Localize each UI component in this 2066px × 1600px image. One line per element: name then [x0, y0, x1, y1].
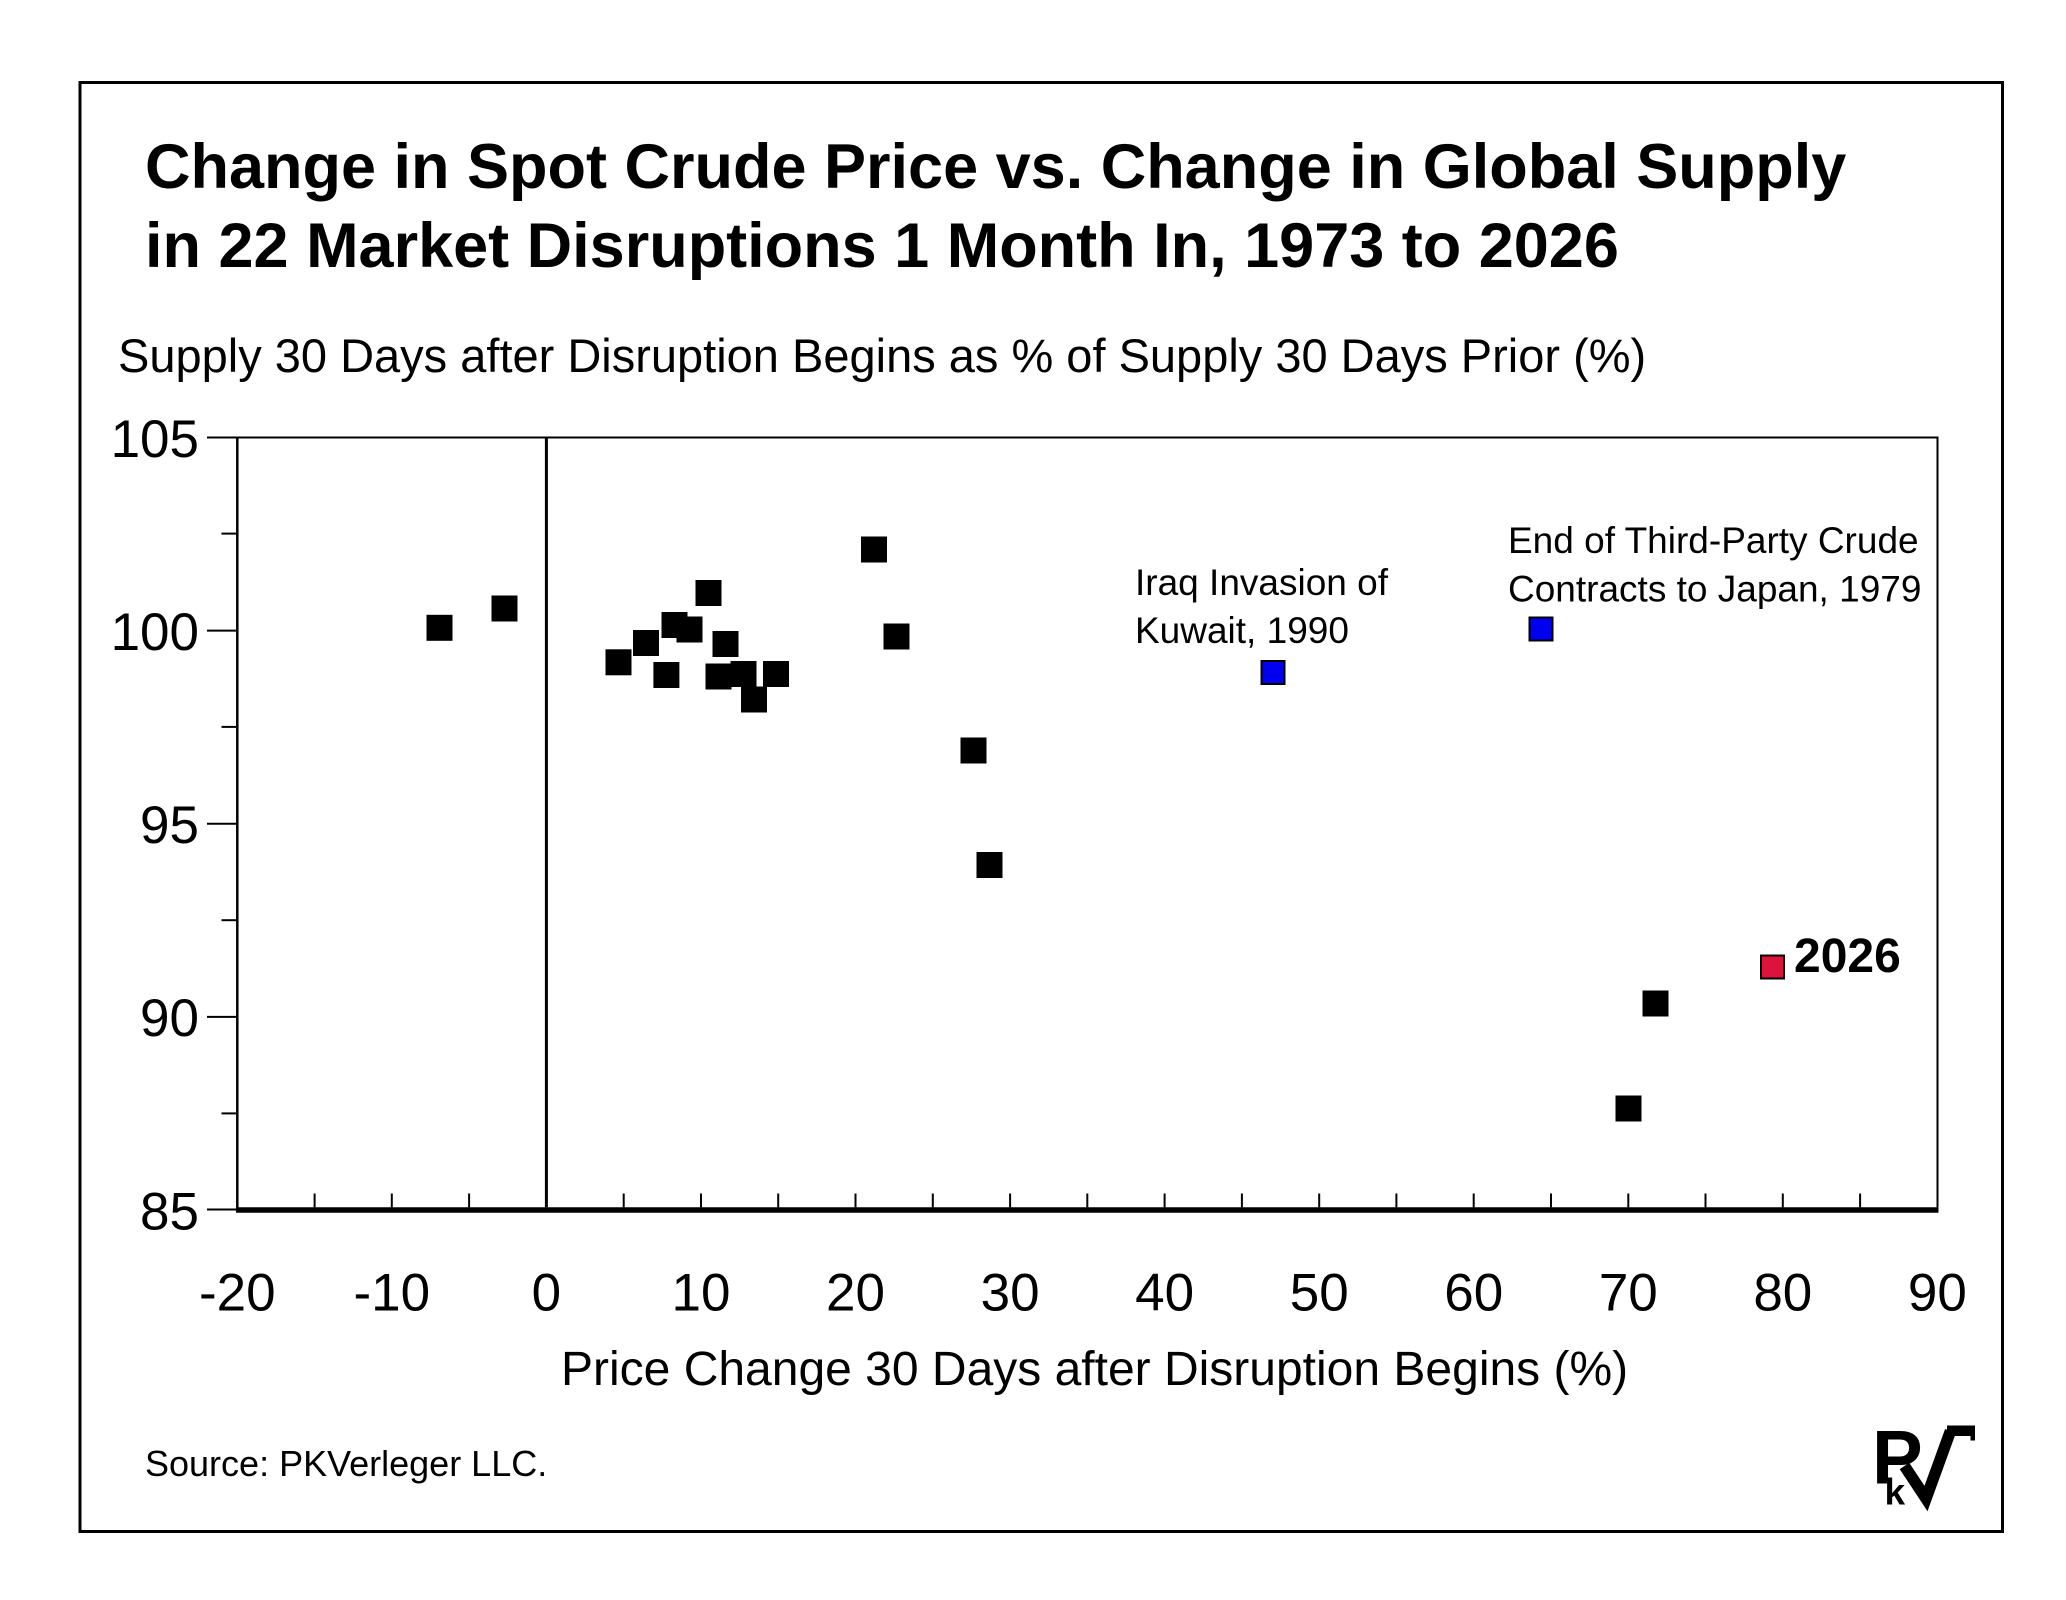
- svg-text:10: 10: [672, 1264, 731, 1323]
- svg-text:Change in Spot Crude Price vs.: Change in Spot Crude Price vs. Change in…: [145, 132, 1846, 202]
- svg-text:End of Third-Party Crude: End of Third-Party Crude: [1508, 520, 1919, 561]
- svg-text:95: 95: [140, 796, 199, 855]
- svg-text:Price Change 30 Days after Dis: Price Change 30 Days after Disruption Be…: [561, 1343, 1628, 1396]
- svg-text:0: 0: [532, 1264, 561, 1323]
- svg-text:85: 85: [140, 1182, 199, 1241]
- svg-text:k: k: [1885, 1472, 1906, 1513]
- svg-text:Contracts to Japan, 1979: Contracts to Japan, 1979: [1508, 569, 1921, 610]
- svg-text:100: 100: [111, 603, 199, 662]
- svg-text:80: 80: [1753, 1264, 1812, 1323]
- svg-text:Supply 30 Days after Disruptio: Supply 30 Days after Disruption Begins a…: [118, 329, 1646, 382]
- svg-text:90: 90: [140, 989, 199, 1048]
- svg-text:2026: 2026: [1794, 930, 1901, 983]
- svg-text:-10: -10: [353, 1264, 430, 1323]
- svg-text:30: 30: [981, 1264, 1040, 1323]
- svg-text:Source: PKVerleger LLC.: Source: PKVerleger LLC.: [145, 1443, 547, 1484]
- svg-text:40: 40: [1135, 1264, 1194, 1323]
- svg-text:Kuwait, 1990: Kuwait, 1990: [1135, 610, 1349, 651]
- svg-text:60: 60: [1444, 1264, 1503, 1323]
- svg-text:90: 90: [1908, 1264, 1967, 1323]
- svg-text:50: 50: [1290, 1264, 1349, 1323]
- svg-text:70: 70: [1599, 1264, 1658, 1323]
- svg-text:20: 20: [826, 1264, 885, 1323]
- svg-text:in 22 Market Disruptions 1 Mon: in 22 Market Disruptions 1 Month In, 197…: [145, 211, 1619, 281]
- svg-text:105: 105: [111, 410, 199, 469]
- svg-text:Iraq Invasion of: Iraq Invasion of: [1135, 562, 1389, 603]
- svg-text:-20: -20: [199, 1264, 276, 1323]
